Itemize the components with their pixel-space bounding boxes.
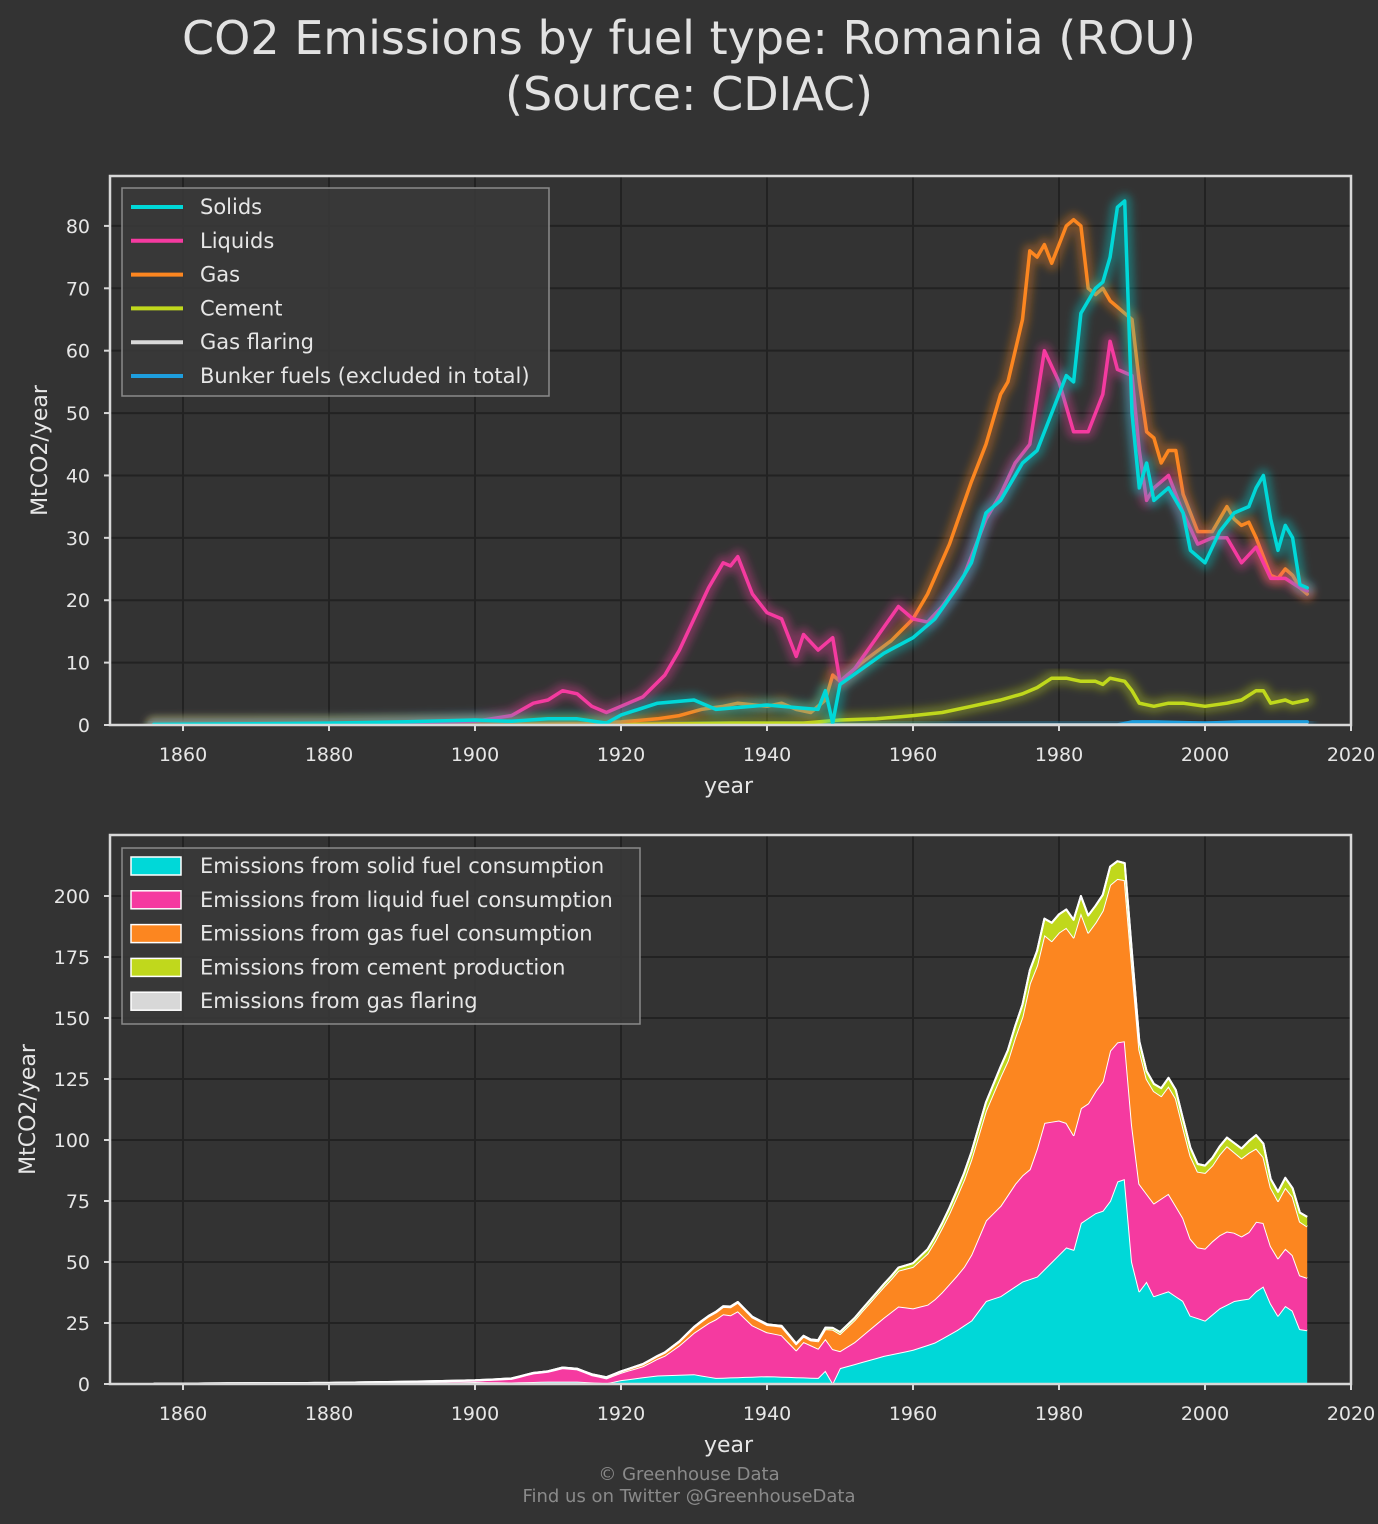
- y-axis-label: MtCO2/year: [28, 384, 53, 516]
- chart-1-axes: 1860 1880 1900 1920 1940 1960 1980 2000 2020 0 10 2…: [28, 176, 1375, 799]
- y-tick-label: 40: [66, 465, 90, 487]
- y-tick-label: 50: [66, 403, 90, 425]
- legend-label-gas: Emissions from gas fuel consumption: [200, 922, 593, 946]
- y-tick-label: 25: [66, 1313, 90, 1335]
- chart-1-frame: [108, 174, 1353, 727]
- area-layer-solids: [153, 1179, 1308, 1384]
- legend-label-solids: Solids: [200, 195, 262, 219]
- legend-swatch-gas: [130, 923, 182, 944]
- chart-title-line2: (Source: CDIAC): [505, 67, 873, 121]
- y-axis-label: MtCO2/year: [16, 1043, 41, 1175]
- x-tick-label: 1880: [305, 744, 353, 766]
- x-tick-label: 1880: [305, 1403, 353, 1425]
- footer-twitter: Find us on Twitter @GreenhouseData: [522, 1486, 856, 1507]
- y-tick-label: 20: [66, 590, 90, 612]
- y-tick-label: 0: [78, 1374, 90, 1396]
- x-tick-label: 1980: [1035, 744, 1083, 766]
- x-axis-label: year: [704, 1433, 754, 1458]
- chart-1-legend: Solids Liquids Gas Cement Gas flaring Bunker …: [121, 187, 550, 397]
- area-edge-flaring: [153, 860, 1308, 1384]
- x-tick-label: 1920: [597, 1403, 645, 1425]
- footer-copyright: © Greenhouse Data: [598, 1464, 780, 1485]
- x-tick-label: 1900: [451, 744, 499, 766]
- legend-box: [121, 847, 641, 1025]
- chart-title: CO2 Emissions by fuel type: Romania (ROU…: [0, 10, 1378, 122]
- x-tick-label: 1900: [451, 1403, 499, 1425]
- y-tick-label: 100: [54, 1130, 90, 1152]
- x-axis-label: year: [704, 774, 754, 799]
- y-tick-label: 80: [66, 216, 90, 238]
- y-tick-label: 60: [66, 341, 90, 363]
- legend-label-flaring: Gas flaring: [200, 330, 314, 354]
- x-tick-label: 2020: [1327, 744, 1375, 766]
- legend-label-cement: Cement: [200, 296, 283, 320]
- series-solids-line: [152, 199, 1309, 725]
- series-cement-line: [152, 676, 1309, 725]
- chart-2-frame: [108, 833, 1353, 1386]
- legend-box: [121, 187, 550, 397]
- x-tick-label: 2000: [1181, 1403, 1229, 1425]
- x-tick-label: 1960: [889, 1403, 937, 1425]
- x-tick-label: 1960: [889, 744, 937, 766]
- y-tick-label: 10: [66, 653, 90, 675]
- footer: © Greenhouse Data Find us on Twitter @Gr…: [0, 1464, 1378, 1508]
- legend-label-flaring: Emissions from gas flaring: [200, 989, 478, 1013]
- x-tick-label: 1860: [159, 744, 207, 766]
- y-tick-label: 50: [66, 1252, 90, 1274]
- x-tick-label: 2020: [1327, 1403, 1375, 1425]
- legend-label-gas: Gas: [200, 263, 240, 287]
- legend-label-cement: Emissions from cement production: [200, 955, 565, 979]
- legend-label-bunker: Bunker fuels (excluded in total): [200, 364, 530, 388]
- legend-swatch-cement: [130, 957, 182, 978]
- chart-title-line1: CO2 Emissions by fuel type: Romania (ROU…: [182, 11, 1196, 65]
- y-tick-label: 75: [66, 1191, 90, 1213]
- legend-swatch-solids: [130, 856, 182, 876]
- legend-label-liquids: Liquids: [200, 229, 274, 253]
- x-tick-label: 1980: [1035, 1403, 1083, 1425]
- y-tick-label: 150: [54, 1008, 90, 1030]
- legend-swatch-flaring: [130, 991, 182, 1011]
- chart-2-legend: Emissions from solid fuel consumption Emi…: [121, 847, 641, 1025]
- y-tick-label: 30: [66, 528, 90, 550]
- y-tick-label: 175: [54, 947, 90, 969]
- x-tick-label: 1860: [159, 1403, 207, 1425]
- y-tick-label: 0: [78, 715, 90, 737]
- legend-label-solids: Emissions from solid fuel consumption: [200, 854, 604, 878]
- y-tick-label: 70: [66, 278, 90, 300]
- x-tick-label: 1940: [743, 1403, 791, 1425]
- chart-1-series: [146, 194, 1315, 725]
- legend-swatch-liquids: [130, 890, 182, 910]
- x-tick-label: 2000: [1181, 744, 1229, 766]
- legend-label-liquids: Emissions from liquid fuel consumption: [200, 888, 613, 912]
- x-tick-label: 1920: [597, 744, 645, 766]
- y-tick-label: 125: [54, 1069, 90, 1091]
- y-tick-label: 200: [54, 886, 90, 908]
- x-tick-label: 1940: [743, 744, 791, 766]
